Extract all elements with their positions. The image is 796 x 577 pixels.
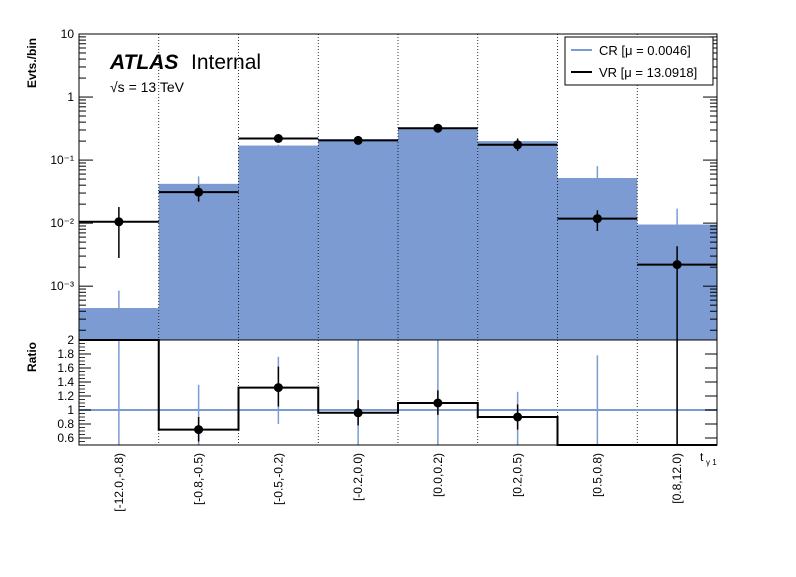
x-tick-label: [-12.0,-0.8) [112, 453, 126, 512]
cr-bar [238, 145, 319, 340]
ratio-point [513, 412, 523, 422]
legend-cr-label: CR [μ = 0.0046] [599, 43, 691, 58]
y-tick-label-bottom: 1.4 [57, 375, 74, 389]
experiment-label: ATLAS [109, 51, 178, 74]
ratio-point [433, 398, 443, 408]
energy-label: √s = 13 TeV [110, 79, 185, 95]
y-tick-label-bottom: 1.8 [57, 347, 74, 361]
y-tick-label-bottom: 0.8 [57, 417, 74, 431]
x-tick-label: [0.5,0.8) [590, 453, 604, 497]
status-label: Internal [191, 51, 261, 74]
x-tick-label: [0.0,0.2) [431, 453, 445, 497]
vr-point [114, 217, 124, 227]
y-axis-title-top: Evts./bin [25, 38, 39, 88]
ratio-point [273, 383, 283, 393]
ratio-point [353, 408, 363, 418]
y-tick-label-bottom: 0.6 [57, 431, 74, 445]
vr-data-points [79, 123, 717, 340]
vr-point [353, 135, 363, 145]
vr-point [433, 123, 443, 133]
y-axis-title-bottom: Ratio [25, 342, 39, 372]
ratio-step-line [79, 339, 717, 446]
x-tick-label: [-0.5,-0.2) [271, 453, 285, 505]
y-tick-label-bottom: 1.2 [57, 389, 74, 403]
vr-point [592, 214, 602, 224]
y-tick-label-top: 10 [61, 27, 75, 41]
y-tick-label-top: 10⁻³ [50, 279, 74, 293]
x-category-labels: [-12.0,-0.8) [-0.8,-0.5) [-0.5,-0.2) [-0.2,… [112, 453, 684, 512]
vr-point [194, 187, 204, 197]
y-tick-label-top: 10⁻² [50, 216, 74, 230]
x-tick-label: [-0.8,-0.5) [192, 453, 206, 505]
cr-bar [398, 129, 478, 340]
ratio-points [194, 340, 678, 445]
cr-bar [477, 141, 558, 340]
y-tick-label-bottom: 2 [67, 333, 74, 347]
bottom-axes: 0.60.811.21.41.61.82 [57, 333, 718, 446]
cr-bar [557, 177, 638, 340]
ratio-point [194, 425, 204, 435]
ratio-histogram [79, 339, 717, 446]
top-axes: 10 1 10⁻¹ 10⁻² 10⁻³ [50, 27, 718, 341]
legend: CR [μ = 0.0046] VR [μ = 13.0918] [564, 36, 714, 86]
y-tick-label-top: 10⁻¹ [50, 153, 74, 167]
legend-vr-label: VR [μ = 13.0918] [599, 65, 697, 80]
x-axis-title: t [700, 450, 704, 464]
y-tick-label-top: 1 [67, 90, 74, 104]
vr-point [672, 260, 682, 270]
x-axis-title-subscript: γ 1 [706, 458, 717, 467]
vr-point [273, 133, 283, 143]
y-tick-label-bottom: 1.6 [57, 361, 74, 375]
cr-bar [318, 139, 398, 340]
x-tick-label: [0.8,12.0) [670, 453, 684, 504]
vr-point [513, 140, 523, 150]
x-tick-label: [0.2,0.5) [511, 453, 525, 497]
x-tick-label: [-0.2,0.0) [351, 453, 365, 501]
cr-bar [158, 183, 239, 340]
y-tick-label-bottom: 1 [67, 403, 74, 417]
